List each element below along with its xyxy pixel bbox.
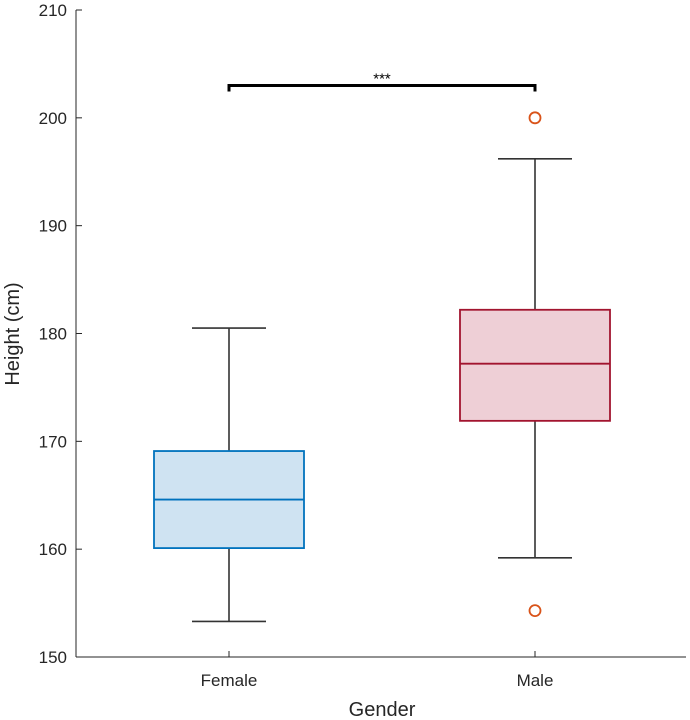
box-female [153,327,305,623]
axes-layer: 150 160 170 180 190 200 210 Female Male [39,1,686,690]
outlier-point [528,604,542,618]
y-tick-label: 150 [39,648,67,667]
significance-bracket [227,83,537,92]
significance-label: *** [373,70,391,87]
significance-layer: *** [227,70,537,92]
x-tick-label: Male [517,671,554,690]
y-tick-label: 210 [39,1,67,20]
x-tick-label: Female [201,671,258,690]
y-tick-label: 160 [39,540,67,559]
y-tick-label: 190 [39,217,67,236]
outlier-point [528,111,542,125]
y-tick-label: 170 [39,432,67,451]
box-iqr [459,308,611,422]
box-male [459,111,611,618]
x-axis-title: Gender [349,699,416,720]
boxes-layer [153,111,611,623]
y-axis-title: Height (cm) [2,282,24,385]
y-tick-label: 180 [39,325,67,344]
y-tick-label: 200 [39,109,67,128]
